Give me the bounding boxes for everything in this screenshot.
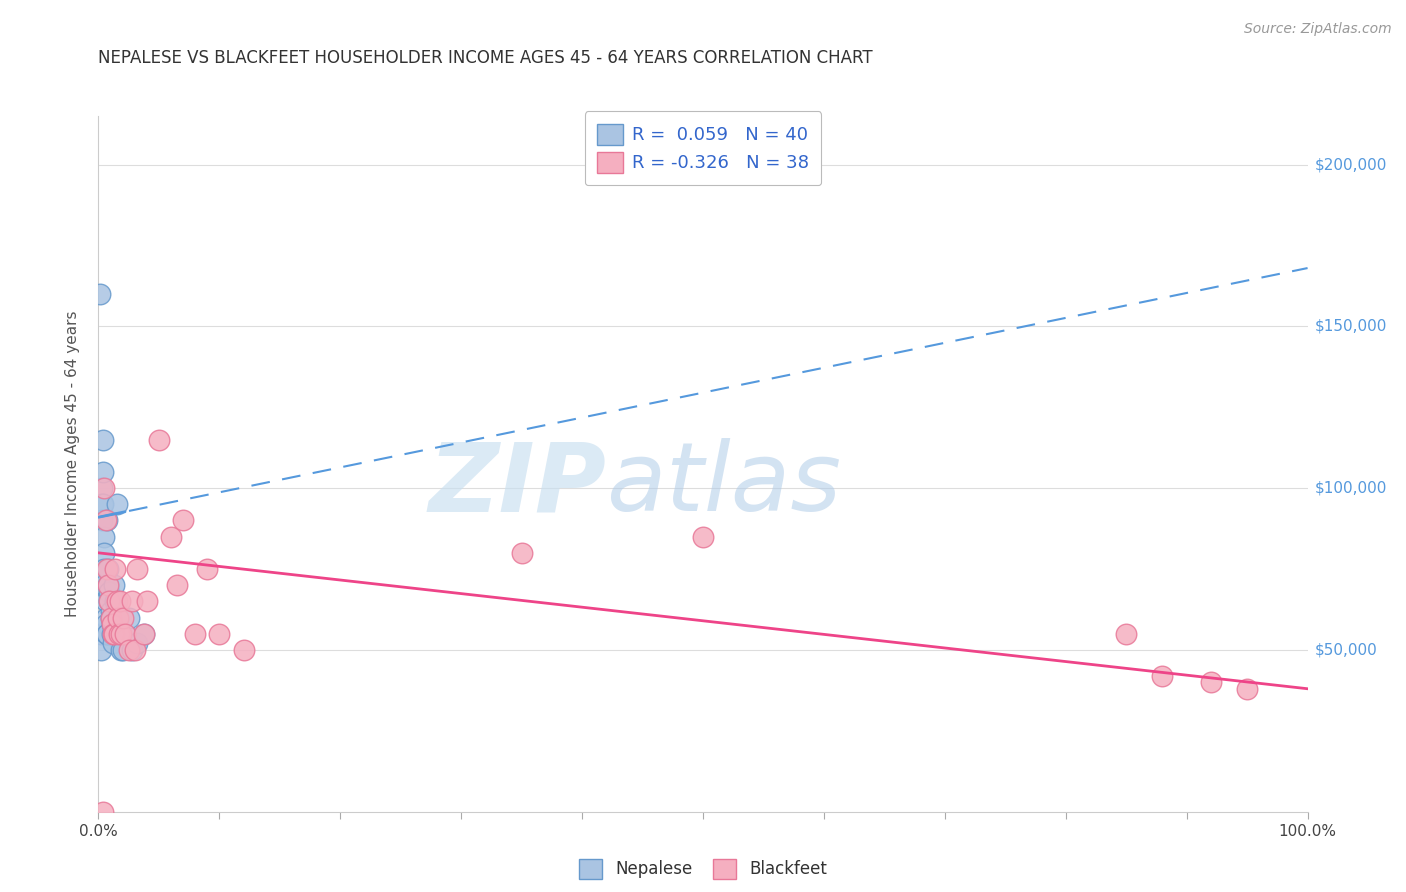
Point	[101, 626, 124, 640]
Point	[96, 626, 118, 640]
Point	[98, 594, 121, 608]
Point	[100, 617, 122, 632]
Point	[100, 610, 122, 624]
Point	[1152, 669, 1174, 683]
Point	[148, 433, 170, 447]
Point	[195, 562, 218, 576]
Point	[121, 594, 143, 608]
Point	[135, 594, 157, 608]
Point	[94, 610, 117, 624]
Point	[96, 562, 118, 576]
Point	[111, 643, 134, 657]
Point	[101, 636, 124, 650]
Point	[208, 626, 231, 640]
Legend: Nepalese, Blackfeet: Nepalese, Blackfeet	[571, 851, 835, 887]
Point	[118, 610, 141, 624]
Point	[94, 617, 117, 632]
Point	[100, 604, 122, 618]
Point	[89, 287, 111, 301]
Point	[100, 626, 122, 640]
Text: NEPALESE VS BLACKFEET HOUSEHOLDER INCOME AGES 45 - 64 YEARS CORRELATION CHART: NEPALESE VS BLACKFEET HOUSEHOLDER INCOME…	[98, 49, 873, 67]
Point	[121, 643, 143, 657]
Point	[108, 594, 131, 608]
Point	[510, 546, 533, 560]
Point	[134, 626, 156, 640]
Point	[91, 433, 114, 447]
Point	[96, 513, 118, 527]
Point	[91, 481, 114, 495]
Point	[97, 578, 120, 592]
Point	[91, 497, 114, 511]
Point	[97, 562, 120, 576]
Point	[90, 643, 112, 657]
Point	[107, 610, 129, 624]
Point	[114, 626, 136, 640]
Point	[91, 805, 114, 819]
Point	[108, 626, 131, 640]
Text: $200,000: $200,000	[1315, 157, 1386, 172]
Point	[93, 530, 115, 544]
Point	[127, 562, 149, 576]
Point	[114, 626, 136, 640]
Point	[91, 497, 114, 511]
Point	[103, 626, 125, 640]
Point	[90, 626, 112, 640]
Point	[172, 513, 194, 527]
Point	[110, 626, 132, 640]
Point	[1115, 626, 1137, 640]
Point	[98, 594, 121, 608]
Point	[1236, 681, 1258, 696]
Point	[103, 578, 125, 592]
Point	[124, 643, 146, 657]
Point	[184, 626, 207, 640]
Point	[108, 626, 131, 640]
Text: atlas: atlas	[606, 438, 841, 532]
Point	[96, 626, 118, 640]
Point	[98, 584, 121, 599]
Point	[93, 546, 115, 560]
Point	[111, 610, 134, 624]
Point	[134, 626, 156, 640]
Point	[118, 643, 141, 657]
Point	[110, 643, 132, 657]
Point	[91, 465, 114, 479]
Point	[94, 594, 117, 608]
Point	[105, 594, 128, 608]
Point	[160, 530, 183, 544]
Point	[93, 481, 115, 495]
Text: $100,000: $100,000	[1315, 481, 1386, 496]
Point	[127, 636, 149, 650]
Y-axis label: Householder Income Ages 45 - 64 years: Householder Income Ages 45 - 64 years	[65, 310, 80, 617]
Point	[100, 617, 122, 632]
Point	[166, 578, 188, 592]
Text: Source: ZipAtlas.com: Source: ZipAtlas.com	[1244, 22, 1392, 37]
Point	[104, 594, 127, 608]
Point	[104, 562, 127, 576]
Text: $150,000: $150,000	[1315, 318, 1386, 334]
Point	[692, 530, 714, 544]
Point	[94, 513, 117, 527]
Point	[107, 610, 129, 624]
Point	[232, 643, 254, 657]
Point	[1199, 675, 1222, 690]
Point	[91, 513, 114, 527]
Point	[93, 562, 115, 576]
Text: ZIP: ZIP	[429, 438, 606, 532]
Point	[105, 497, 128, 511]
Point	[100, 610, 122, 624]
Text: $50,000: $50,000	[1315, 642, 1378, 657]
Point	[97, 578, 120, 592]
Point	[93, 578, 115, 592]
